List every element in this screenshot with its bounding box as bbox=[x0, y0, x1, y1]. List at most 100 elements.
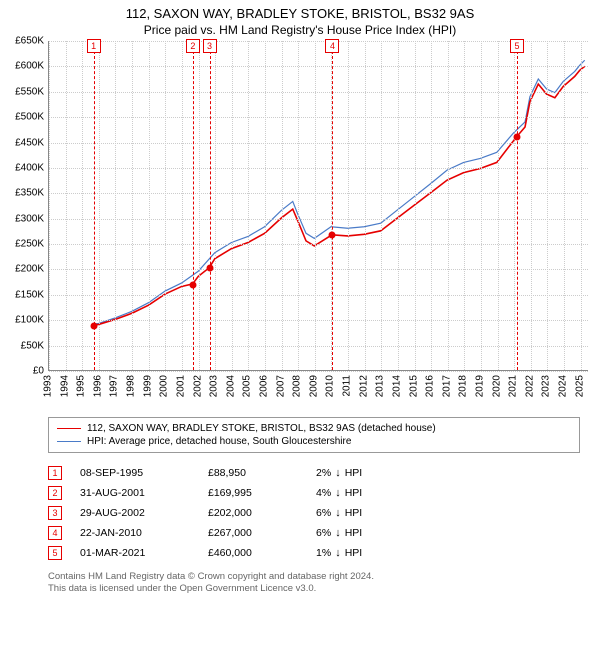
gridline-v bbox=[265, 41, 266, 370]
gridline-v bbox=[365, 41, 366, 370]
x-tick-label: 1993 bbox=[43, 375, 54, 397]
x-tick-label: 1999 bbox=[142, 375, 153, 397]
x-tick-label: 1998 bbox=[126, 375, 137, 397]
series-hpi bbox=[94, 60, 585, 324]
gridline-v bbox=[66, 41, 67, 370]
y-axis-labels: £0£50K£100K£150K£200K£250K£300K£350K£400… bbox=[0, 41, 46, 371]
arrow-down-icon: ↓ bbox=[335, 467, 341, 479]
legend-label: 112, SAXON WAY, BRADLEY STOKE, BRISTOL, … bbox=[87, 423, 436, 434]
arrow-down-icon: ↓ bbox=[335, 487, 341, 499]
x-tick-label: 2001 bbox=[175, 375, 186, 397]
sale-price: £202,000 bbox=[208, 507, 298, 519]
sale-price: £267,000 bbox=[208, 527, 298, 539]
gridline-v bbox=[115, 41, 116, 370]
gridline-h bbox=[49, 66, 588, 67]
gridline-v bbox=[514, 41, 515, 370]
x-tick-label: 2025 bbox=[574, 375, 585, 397]
footer-line2: This data is licensed under the Open Gov… bbox=[48, 583, 580, 595]
arrow-down-icon: ↓ bbox=[335, 527, 341, 539]
gridline-v bbox=[182, 41, 183, 370]
sale-marker-dot bbox=[329, 232, 336, 239]
gridline-h bbox=[49, 143, 588, 144]
x-tick-label: 2015 bbox=[408, 375, 419, 397]
gridline-v bbox=[481, 41, 482, 370]
sale-marker-line bbox=[193, 41, 194, 370]
sale-marker-line bbox=[94, 41, 95, 370]
x-tick-label: 2019 bbox=[475, 375, 486, 397]
gridline-v bbox=[232, 41, 233, 370]
y-tick-label: £650K bbox=[15, 36, 44, 47]
sale-marker-box: 3 bbox=[203, 39, 217, 53]
x-tick-label: 2011 bbox=[342, 375, 353, 397]
x-tick-label: 2023 bbox=[541, 375, 552, 397]
gridline-v bbox=[448, 41, 449, 370]
y-tick-label: £100K bbox=[15, 315, 44, 326]
x-tick-label: 2010 bbox=[325, 375, 336, 397]
gridline-v bbox=[315, 41, 316, 370]
gridline-h bbox=[49, 346, 588, 347]
sale-row-marker: 1 bbox=[48, 466, 62, 480]
sale-marker-box: 1 bbox=[87, 39, 101, 53]
sale-marker-dot bbox=[206, 265, 213, 272]
title-address: 112, SAXON WAY, BRADLEY STOKE, BRISTOL, … bbox=[0, 6, 600, 21]
chart-area: £0£50K£100K£150K£200K£250K£300K£350K£400… bbox=[0, 41, 600, 411]
sale-row: 4 22-JAN-2010 £267,000 6% ↓ HPI bbox=[48, 523, 580, 543]
gridline-v bbox=[248, 41, 249, 370]
sale-row-marker: 4 bbox=[48, 526, 62, 540]
gridline-v bbox=[132, 41, 133, 370]
x-tick-label: 2007 bbox=[275, 375, 286, 397]
sale-diff: 6% ↓ HPI bbox=[316, 507, 362, 519]
sale-price: £169,995 bbox=[208, 487, 298, 499]
y-tick-label: £50K bbox=[21, 340, 44, 351]
y-tick-label: £550K bbox=[15, 86, 44, 97]
gridline-v bbox=[498, 41, 499, 370]
sale-date: 22-JAN-2010 bbox=[80, 527, 190, 539]
x-tick-label: 2016 bbox=[425, 375, 436, 397]
x-tick-label: 2006 bbox=[259, 375, 270, 397]
gridline-v bbox=[531, 41, 532, 370]
y-tick-label: £600K bbox=[15, 61, 44, 72]
gridline-h bbox=[49, 168, 588, 169]
sale-diff: 6% ↓ HPI bbox=[316, 527, 362, 539]
legend-item: HPI: Average price, detached house, Sout… bbox=[57, 435, 571, 448]
sale-marker-box: 5 bbox=[510, 39, 524, 53]
sale-row: 329-AUG-2002£202,0006% ↓ HPI bbox=[48, 503, 580, 523]
sales-table: 108-SEP-1995£88,9502% ↓ HPI231-AUG-2001£… bbox=[48, 463, 580, 563]
y-tick-label: £250K bbox=[15, 239, 44, 250]
sale-row-marker: 5 bbox=[48, 546, 62, 560]
gridline-h bbox=[49, 269, 588, 270]
gridline-h bbox=[49, 41, 588, 42]
y-tick-label: £350K bbox=[15, 188, 44, 199]
y-tick-label: £500K bbox=[15, 112, 44, 123]
x-tick-label: 1994 bbox=[59, 375, 70, 397]
x-tick-label: 1997 bbox=[109, 375, 120, 397]
gridline-v bbox=[564, 41, 565, 370]
x-tick-label: 2017 bbox=[441, 375, 452, 397]
gridline-h bbox=[49, 295, 588, 296]
gridline-v bbox=[348, 41, 349, 370]
y-tick-label: £450K bbox=[15, 137, 44, 148]
x-tick-label: 2000 bbox=[159, 375, 170, 397]
footer-line1: Contains HM Land Registry data © Crown c… bbox=[48, 571, 580, 583]
x-tick-label: 2003 bbox=[209, 375, 220, 397]
x-tick-label: 2013 bbox=[375, 375, 386, 397]
sale-row: 108-SEP-1995£88,9502% ↓ HPI bbox=[48, 463, 580, 483]
sale-row-marker: 2 bbox=[48, 486, 62, 500]
footer: Contains HM Land Registry data © Crown c… bbox=[48, 571, 580, 596]
gridline-v bbox=[282, 41, 283, 370]
x-tick-label: 2022 bbox=[524, 375, 535, 397]
title-block: 112, SAXON WAY, BRADLEY STOKE, BRISTOL, … bbox=[0, 0, 600, 41]
y-tick-label: £300K bbox=[15, 213, 44, 224]
gridline-v bbox=[49, 41, 50, 370]
gridline-h bbox=[49, 320, 588, 321]
gridline-v bbox=[381, 41, 382, 370]
gridline-h bbox=[49, 219, 588, 220]
sale-row: 231-AUG-2001£169,9954% ↓ HPI bbox=[48, 483, 580, 503]
sale-marker-line bbox=[210, 41, 211, 370]
gridline-v bbox=[99, 41, 100, 370]
x-tick-label: 2020 bbox=[491, 375, 502, 397]
x-tick-label: 2004 bbox=[225, 375, 236, 397]
sale-marker-dot bbox=[189, 281, 196, 288]
title-subtitle: Price paid vs. HM Land Registry's House … bbox=[0, 23, 600, 37]
sale-date: 08-SEP-1995 bbox=[80, 467, 190, 479]
